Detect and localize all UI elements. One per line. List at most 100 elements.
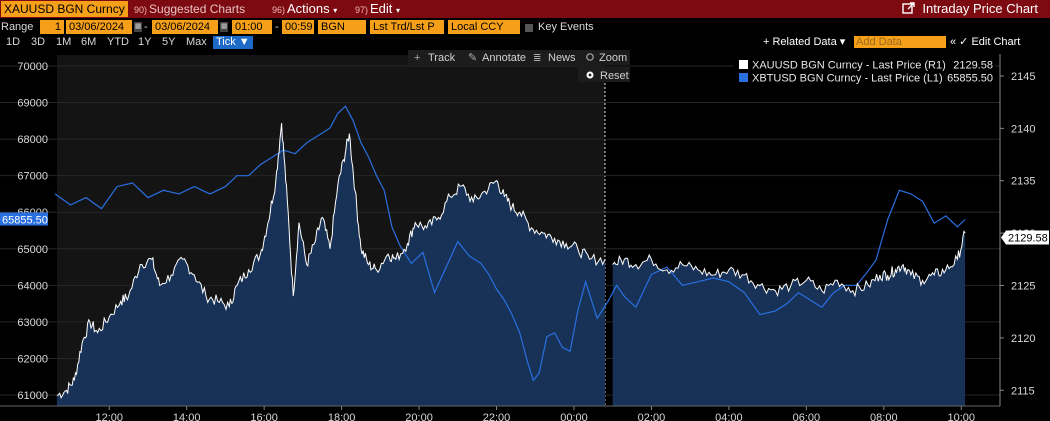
chevron-down-icon: ▾ bbox=[396, 6, 401, 15]
gold-line-segment-1 bbox=[612, 229, 966, 298]
btc-tag-text: 65855.50 bbox=[2, 215, 48, 227]
edit-label: Edit bbox=[370, 1, 393, 16]
reset-button[interactable]: Reset bbox=[578, 67, 630, 82]
tool-strip bbox=[408, 50, 630, 65]
right-tick-label-6: 2145 bbox=[1011, 71, 1035, 83]
right-tick-label-4: 2135 bbox=[1011, 176, 1035, 188]
right-tick-label-2: 2125 bbox=[1011, 281, 1035, 293]
actions-label: Actions bbox=[287, 1, 330, 16]
crosshair-icon: + bbox=[414, 52, 420, 64]
currency-select[interactable]: Local CCY bbox=[448, 20, 520, 34]
left-tick-label-1: 62000 bbox=[17, 353, 48, 365]
annotate-button[interactable]: ✎ Annotate bbox=[468, 52, 526, 64]
edit-number: 97) bbox=[355, 5, 369, 15]
left-tick-label-6: 67000 bbox=[17, 171, 48, 183]
x-tick-label-8: 04:00 bbox=[715, 412, 743, 421]
left-tick-label-7: 68000 bbox=[17, 134, 48, 146]
gold-area-fill bbox=[56, 123, 966, 406]
period-1y[interactable]: 1Y bbox=[138, 36, 152, 48]
actions-menu[interactable]: 96) Actions ▾ bbox=[272, 0, 337, 18]
time-dash: - bbox=[275, 21, 279, 33]
x-tick-label-5: 22:00 bbox=[483, 412, 511, 421]
tick-interval-select[interactable]: Tick ▼ bbox=[213, 36, 253, 49]
range-label: Range bbox=[1, 21, 34, 33]
chevron-down-icon: ▾ bbox=[333, 6, 338, 15]
suggested-charts-label: Suggested Charts bbox=[149, 2, 246, 16]
end-time-field[interactable]: 00:59 bbox=[282, 20, 314, 34]
magnifier-icon bbox=[586, 53, 594, 61]
zoom-button[interactable]: Zoom bbox=[586, 52, 627, 64]
top-toolbar: XAUUSD BGN Curncy 90) Suggested Charts 96… bbox=[0, 0, 1050, 18]
left-tick-label-0: 61000 bbox=[17, 390, 48, 402]
x-tick-label-3: 18:00 bbox=[328, 412, 356, 421]
left-tick-label-2: 63000 bbox=[17, 317, 48, 329]
legend-value-btc: 65855.50 bbox=[947, 73, 993, 85]
chart-tools: + Track ✎ Annotate ≣ News Zoom Reset bbox=[408, 50, 630, 82]
annotate-label: Annotate bbox=[482, 52, 526, 64]
news-button[interactable]: ≣ News bbox=[533, 52, 576, 64]
right-tick-label-5: 2140 bbox=[1011, 123, 1035, 135]
range-number-field[interactable]: 1 bbox=[40, 20, 64, 34]
legend-value-gold: 2129.58 bbox=[953, 60, 993, 72]
range-controls: Range 1 03/06/2024 ▦ - 03/06/2024 ▦ 01:0… bbox=[0, 18, 1050, 36]
btc-last-value-tag: 65855.50 bbox=[0, 212, 48, 227]
track-button[interactable]: + Track bbox=[414, 52, 456, 64]
news-label: News bbox=[548, 52, 576, 64]
add-data-input[interactable]: Add Data bbox=[854, 36, 946, 48]
btc-tag-bg bbox=[0, 212, 48, 226]
legend-label-btc: XBTUSD BGN Curncy - Last Price (L1) bbox=[752, 73, 943, 85]
range-dash: - bbox=[144, 21, 148, 33]
reset-icon-center bbox=[588, 73, 592, 77]
gold-last-value-tag: 2129.58 bbox=[1001, 230, 1049, 245]
pencil-icon: ✎ bbox=[468, 52, 477, 64]
price-chart[interactable]: 6100062000630006400065000660006700068000… bbox=[0, 49, 1050, 421]
actions-number: 96) bbox=[272, 5, 286, 15]
legend-label-gold: XAUUSD BGN Curncy - Last Price (R1) bbox=[752, 60, 946, 72]
popout-icon[interactable] bbox=[902, 2, 916, 14]
calendar-icon[interactable]: ▦ bbox=[220, 22, 228, 32]
source-select[interactable]: BGN bbox=[318, 20, 366, 34]
key-events-checkbox[interactable] bbox=[525, 24, 533, 32]
x-axis: 12:00 14:00 16:00 18:00 20:00 22:00 00:00 02:00… bbox=[95, 406, 975, 421]
related-data-menu[interactable]: + Related Data ▾ bbox=[763, 36, 846, 48]
suggested-charts-menu[interactable]: 90) Suggested Charts bbox=[134, 0, 245, 18]
x-tick-label-10: 08:00 bbox=[870, 412, 898, 421]
gold-area-segment-0 bbox=[56, 123, 605, 406]
right-tick-label-1: 2120 bbox=[1011, 333, 1035, 345]
security-ticker-field[interactable]: XAUUSD BGN Curncy bbox=[1, 1, 128, 17]
track-label: Track bbox=[428, 52, 456, 64]
gold-tag-text: 2129.58 bbox=[1008, 233, 1048, 245]
period-max[interactable]: Max bbox=[186, 36, 207, 48]
period-3d[interactable]: 3D bbox=[31, 36, 46, 48]
gold-area-segment-1 bbox=[612, 231, 966, 406]
period-ytd[interactable]: YTD bbox=[107, 36, 129, 48]
x-tick-label-4: 20:00 bbox=[405, 412, 433, 421]
x-tick-label-7: 02:00 bbox=[638, 412, 666, 421]
left-tick-label-9: 70000 bbox=[17, 61, 48, 73]
left-tick-label-8: 69000 bbox=[17, 98, 48, 110]
x-tick-label-1: 14:00 bbox=[173, 412, 201, 421]
edit-chart-button[interactable]: « ✓ Edit Chart bbox=[950, 36, 1021, 48]
key-events-label: Key Events bbox=[538, 21, 594, 33]
price-field-select[interactable]: Lst Trd/Lst P bbox=[370, 20, 444, 34]
start-time-field[interactable]: 01:00 bbox=[232, 20, 272, 34]
x-tick-label-0: 12:00 bbox=[95, 412, 123, 421]
left-tick-label-4: 65000 bbox=[17, 244, 48, 256]
x-tick-label-11: 10:00 bbox=[948, 412, 976, 421]
period-1m[interactable]: 1M bbox=[56, 36, 72, 48]
page-title-text: Intraday Price Chart bbox=[922, 1, 1038, 16]
calendar-icon[interactable]: ▦ bbox=[134, 22, 142, 32]
left-tick-label-3: 64000 bbox=[17, 280, 48, 292]
zoom-label: Zoom bbox=[599, 52, 627, 64]
period-6m[interactable]: 6M bbox=[81, 36, 97, 48]
edit-menu[interactable]: 97) Edit ▾ bbox=[355, 0, 400, 18]
period-bar: 1D 3D 1M 6M YTD 1Y 5Y Max Tick ▼ + Relat… bbox=[0, 36, 1050, 49]
start-date-field[interactable]: 03/06/2024 bbox=[66, 20, 132, 34]
period-1d[interactable]: 1D bbox=[6, 36, 21, 48]
page-title: Intraday Price Chart bbox=[902, 0, 1038, 18]
end-date-field[interactable]: 03/06/2024 bbox=[152, 20, 218, 34]
gold-line-segment-0 bbox=[56, 123, 606, 399]
reset-label: Reset bbox=[600, 70, 629, 82]
period-5y[interactable]: 5Y bbox=[162, 36, 176, 48]
gold-tag-bg bbox=[1001, 230, 1049, 245]
